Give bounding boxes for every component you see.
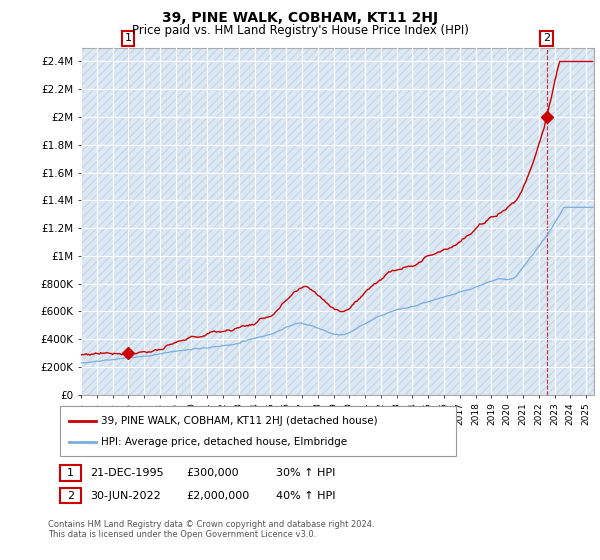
Text: 39, PINE WALK, COBHAM, KT11 2HJ: 39, PINE WALK, COBHAM, KT11 2HJ	[162, 11, 438, 25]
Text: £300,000: £300,000	[186, 468, 239, 478]
Text: 30% ↑ HPI: 30% ↑ HPI	[276, 468, 335, 478]
Text: 40% ↑ HPI: 40% ↑ HPI	[276, 491, 335, 501]
Text: Contains HM Land Registry data © Crown copyright and database right 2024.
This d: Contains HM Land Registry data © Crown c…	[48, 520, 374, 539]
Text: HPI: Average price, detached house, Elmbridge: HPI: Average price, detached house, Elmb…	[101, 437, 347, 447]
Text: 21-DEC-1995: 21-DEC-1995	[90, 468, 164, 478]
Text: 30-JUN-2022: 30-JUN-2022	[90, 491, 161, 501]
Text: 2: 2	[543, 34, 550, 44]
Text: £2,000,000: £2,000,000	[186, 491, 249, 501]
Text: 1: 1	[67, 468, 74, 478]
Text: 1: 1	[124, 34, 131, 44]
Text: 39, PINE WALK, COBHAM, KT11 2HJ (detached house): 39, PINE WALK, COBHAM, KT11 2HJ (detache…	[101, 416, 377, 426]
Text: Price paid vs. HM Land Registry's House Price Index (HPI): Price paid vs. HM Land Registry's House …	[131, 24, 469, 36]
Text: 2: 2	[67, 491, 74, 501]
